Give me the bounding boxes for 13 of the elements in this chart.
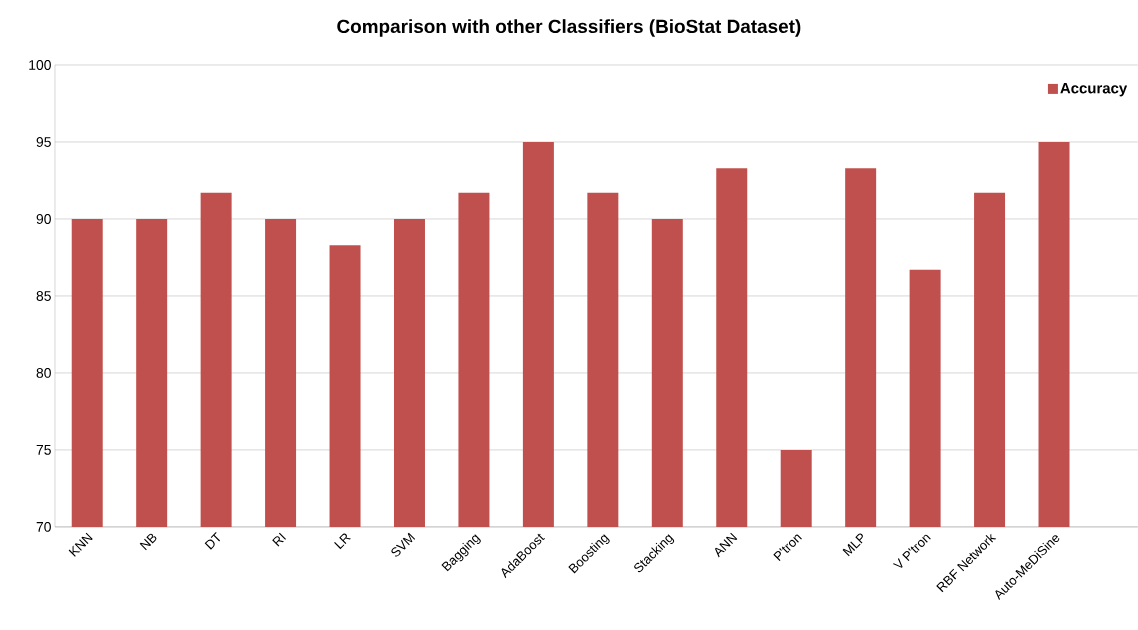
chart-title: Comparison with other Classifiers (BioStat Dataset) [337, 19, 801, 37]
y-tick-label: 85 [36, 291, 51, 301]
y-tick-label: 90 [36, 214, 51, 224]
x-tick-label: NB [139, 533, 157, 551]
y-tick-label: 80 [36, 368, 51, 378]
x-tick-label: RI [272, 532, 287, 547]
y-tick-label: 75 [36, 445, 51, 455]
y-tick-label: 95 [36, 137, 51, 147]
x-tick-label: LR [334, 533, 351, 550]
y-tick-label: 100 [29, 60, 51, 70]
y-tick-label: 70 [36, 522, 51, 532]
legend-label: Accuracy [1060, 83, 1128, 97]
x-tick-label: DT [204, 532, 221, 550]
